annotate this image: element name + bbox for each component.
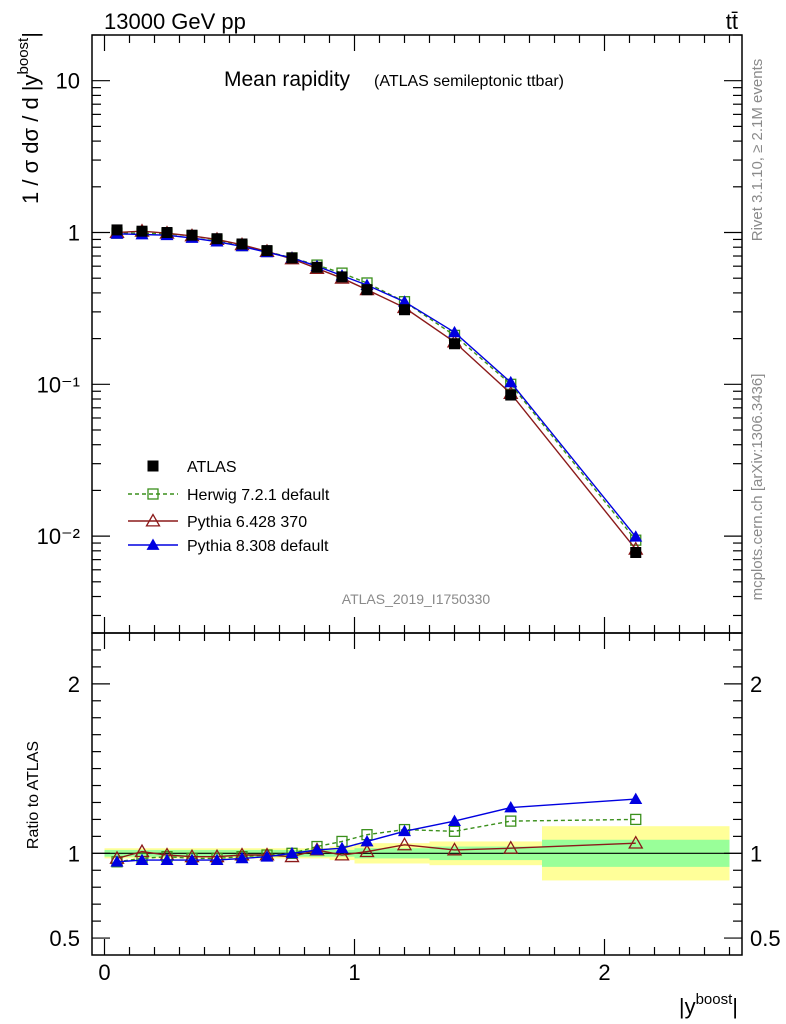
ratio-point-pythia8 (135, 853, 149, 865)
x-axis-label-text: |y (679, 994, 696, 1019)
ratio-tick-label-right: 0.5 (750, 926, 781, 951)
ratio-point-pythia8 (285, 846, 299, 859)
series-pythia6 (109, 223, 644, 555)
point-data (211, 233, 223, 245)
point-pythia8 (629, 530, 643, 542)
legend-marker-pythia6 (145, 513, 161, 527)
ratio-point-pythia6 (503, 840, 519, 854)
point-data (161, 227, 173, 239)
y-tick-label: 1 (68, 221, 80, 246)
point-data (449, 338, 460, 350)
series-data (111, 224, 642, 558)
legend-entry-data: ATLAS (147, 459, 237, 476)
point-data (136, 225, 148, 237)
point-data (399, 304, 410, 316)
point-pythia8 (398, 295, 411, 307)
x-tick-label: 1 (348, 960, 360, 985)
chart-subtitle: (ATLAS semileptonic ttbar) (374, 73, 564, 90)
rivet-label: Rivet 3.1.10, ≥ 2.1M events (749, 59, 766, 242)
y-axis-label-sup: boost (15, 37, 32, 75)
legend-entry-pythia6: Pythia 6.428 370 (128, 513, 307, 531)
ratio-point-pythia6 (396, 837, 413, 851)
energy-label: 13000 GeV pp (104, 9, 246, 34)
ratio-point-pythia8 (448, 814, 461, 826)
x-tick-label: 0 (98, 960, 110, 985)
point-pythia8 (504, 375, 518, 388)
ratio-point-pythia8 (210, 853, 224, 865)
ratio-point-pythia6 (334, 847, 350, 861)
point-data (286, 252, 298, 264)
process-label: tt̄ (726, 9, 738, 34)
ratio-point-pythia6 (446, 842, 463, 856)
point-data (336, 271, 348, 283)
point-data (630, 546, 642, 558)
ratio-point-pythia8 (504, 801, 518, 813)
ratio-point-herwig (505, 815, 517, 827)
legend-entry-herwig: Herwig 7.2.1 default (128, 487, 330, 504)
axes-layer: 0 1 2 10 1 10⁻¹ 10⁻² 2 2 1 1 0.5 0.5 (37, 34, 781, 985)
ratio-point-pythia8 (260, 850, 274, 862)
point-pythia8 (448, 325, 461, 338)
ratio-point-pythia8 (110, 855, 124, 867)
ratio-point-pythia6 (628, 835, 644, 849)
ratio-point-pythia8 (160, 853, 174, 865)
ratio-tick-label-right: 1 (750, 841, 762, 866)
y-tick-label: 10 (56, 69, 80, 94)
main-series-layer (109, 223, 644, 558)
legend: ATLAS Herwig 7.2.1 default Pythia 6.428 37… (128, 459, 330, 555)
ratio-point-pythia8 (185, 853, 199, 865)
y-tick-label: 10⁻² (37, 524, 80, 549)
point-data (111, 224, 123, 236)
y-axis-label-text: 1 / σ dσ / d |y (18, 74, 43, 203)
legend-marker-pythia8 (146, 538, 160, 550)
point-data (311, 261, 323, 273)
ratio-frame (91, 632, 743, 956)
y-tick-label: 10⁻¹ (37, 372, 80, 397)
ratio-point-pythia8 (629, 792, 643, 804)
ratio-tick-label-right: 2 (750, 672, 762, 697)
x-axis-label-sup: boost (696, 991, 734, 1008)
ratio-series-layer (109, 792, 644, 868)
ratio-point-pythia8 (335, 841, 349, 854)
legend-entry-pythia8: Pythia 8.308 default (128, 538, 329, 555)
ratio-point-pythia8 (310, 843, 324, 855)
legend-label-data: ATLAS (187, 459, 237, 476)
y-axis-label: 1 / σ dσ / d |yboost| (15, 32, 43, 204)
x-axis-label-close: | (732, 994, 738, 1019)
ratio-point-herwig (630, 813, 642, 826)
svg-text:1 / σ dσ / d |yboost|: 1 / σ dσ / d |yboost| (15, 32, 43, 204)
legend-label-pythia6: Pythia 6.428 370 (187, 514, 307, 531)
point-data (261, 245, 273, 257)
mcplots-label: mcplots.cern.ch [arXiv:1306.3436] (749, 374, 766, 601)
legend-label-herwig: Herwig 7.2.1 default (187, 487, 330, 504)
ratio-series-pythia8 (110, 792, 643, 867)
y-axis-label-close: | (18, 32, 43, 38)
x-axis-label: |yboost| (679, 991, 738, 1019)
ratio-point-pythia8 (398, 824, 411, 837)
ratio-tick-label-left: 0.5 (49, 926, 80, 951)
point-data (505, 389, 517, 401)
ratio-point-pythia8 (360, 834, 374, 847)
ratio-point-pythia8 (235, 851, 249, 864)
point-data (186, 229, 198, 241)
chart-title: Mean rapidity (224, 68, 351, 91)
ratio-tick-label-left: 1 (68, 841, 80, 866)
ratio-point-pythia6 (359, 843, 375, 858)
analysis-label: ATLAS_2019_I1750330 (342, 591, 491, 607)
ratio-tick-label-left: 2 (68, 672, 80, 697)
ratio-y-axis-label: Ratio to ATLAS (25, 741, 42, 849)
point-data (236, 238, 248, 250)
point-data (361, 284, 373, 296)
legend-marker-data (147, 460, 159, 472)
ratio-point-herwig (448, 825, 461, 837)
legend-marker-herwig (147, 488, 159, 500)
x-tick-label: 2 (598, 960, 610, 985)
legend-label-pythia8: Pythia 8.308 default (187, 538, 329, 555)
